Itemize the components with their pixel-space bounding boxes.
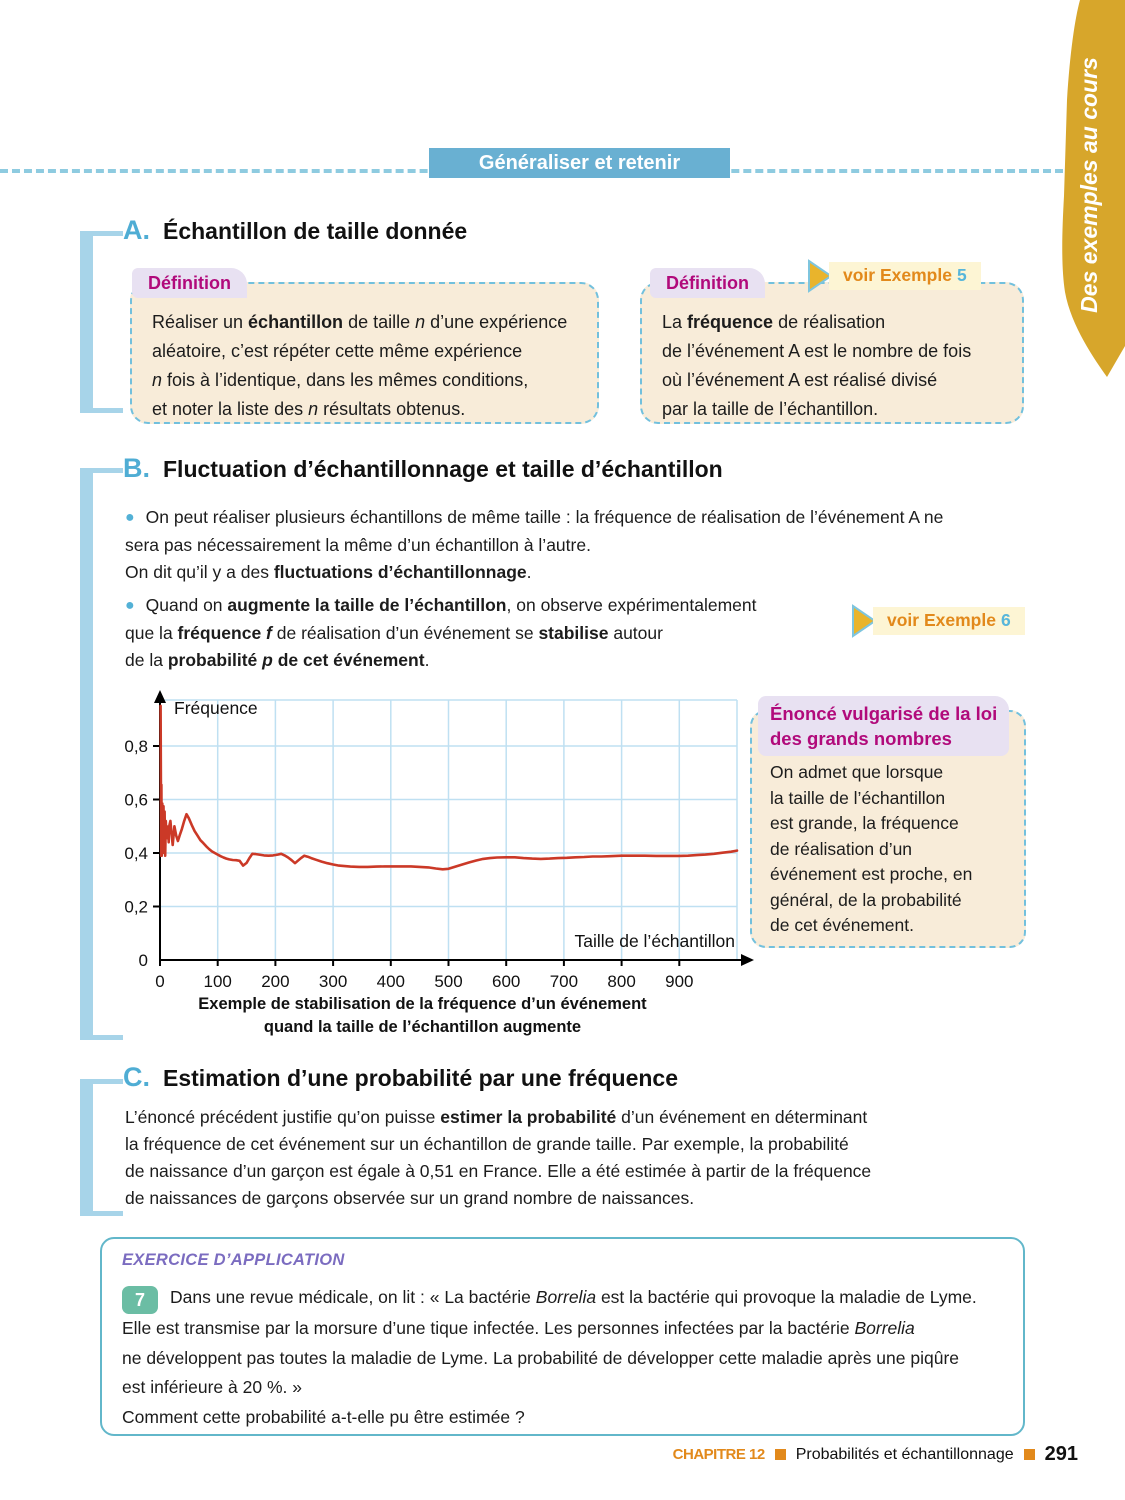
- section-a-title: Échantillon de taille donnée: [163, 218, 468, 244]
- svg-text:0,8: 0,8: [124, 737, 148, 756]
- paragraph-estimation: L’énoncé précédent justifie qu’on puisse…: [125, 1107, 872, 1208]
- svg-text:0: 0: [139, 951, 148, 970]
- page-footer: CHAPITRE 12 Probabilités et échantillonn…: [673, 1443, 1078, 1466]
- svg-text:500: 500: [434, 972, 462, 991]
- exercise-statement: Dans une revue médicale, on lit : « La b…: [122, 1287, 977, 1427]
- svg-text:900: 900: [665, 972, 693, 991]
- exercise-header: EXERCICE D’APPLICATION: [122, 1251, 345, 1269]
- svg-text:400: 400: [377, 972, 405, 991]
- bullet-icon: ●: [125, 597, 135, 614]
- law-of-large-numbers-box: Énoncé vulgarisé de la loi des grands no…: [750, 696, 1026, 948]
- section-c-bracket: [80, 1079, 123, 1216]
- section-c-heading: C. Estimation d’une probabilité par une …: [123, 1062, 678, 1093]
- svg-text:800: 800: [607, 972, 635, 991]
- definition-box-frequency: Définition La fréquence de réalisation de…: [640, 268, 1024, 424]
- see-example-5-badge: voir Exemple 5: [806, 258, 981, 294]
- bullet-icon: ●: [125, 509, 135, 526]
- section-b-letter: B.: [123, 453, 150, 483]
- exercise-text: 7 Dans une revue médicale, on lit : « La …: [122, 1283, 1017, 1432]
- chart-caption: Exemple de stabilisation de la fréquence…: [130, 993, 715, 1039]
- section-b-heading: B. Fluctuation d’échantillonnage et tail…: [123, 453, 723, 484]
- see-example-box: voir Exemple 5: [829, 262, 981, 290]
- section-a-heading: A. Échantillon de taille donnée: [123, 215, 467, 246]
- definition-text: Réaliser un échantillon de taille n d’un…: [152, 312, 568, 419]
- svg-text:0: 0: [155, 972, 164, 991]
- law-box-title: Énoncé vulgarisé de la loi des grands no…: [758, 696, 1010, 756]
- definition-label: Définition: [650, 268, 765, 298]
- definition-label: Définition: [132, 268, 247, 298]
- square-bullet-icon: [774, 1449, 786, 1460]
- svg-text:100: 100: [204, 972, 232, 991]
- svg-text:200: 200: [261, 972, 289, 991]
- definition-box-sample: Définition Réaliser un échantillon de ta…: [130, 268, 599, 424]
- chapter-label: CHAPITRE 12: [672, 1446, 766, 1463]
- svg-text:0,6: 0,6: [124, 791, 148, 810]
- arrow-right-icon: [852, 604, 877, 638]
- svg-text:Fréquence: Fréquence: [174, 698, 258, 718]
- chart-caption-line2: quand la taille de l’échantillon augment…: [263, 1018, 582, 1036]
- page-number: 291: [1044, 1443, 1078, 1465]
- paragraph-stabilisation: ● Quand on augmente la taille de l’échant…: [125, 592, 895, 674]
- section-a-letter: A.: [123, 215, 150, 245]
- section-a-bracket: [80, 231, 123, 413]
- section-b-title: Fluctuation d’échantillonnage et taille …: [163, 456, 723, 482]
- arrow-right-icon: [808, 259, 833, 293]
- exercise-number-badge: 7: [122, 1286, 158, 1314]
- svg-text:0,4: 0,4: [124, 844, 148, 863]
- page-banner: Généraliser et retenir: [429, 148, 730, 178]
- side-tab-label: Des exemples au cours: [1076, 57, 1102, 313]
- section-c-letter: C.: [123, 1062, 150, 1092]
- square-bullet-icon: [1023, 1449, 1035, 1460]
- law-box-text: On admet que lorsque la taille de l’échan…: [770, 762, 973, 935]
- svg-text:300: 300: [319, 972, 347, 991]
- svg-text:600: 600: [492, 972, 520, 991]
- chapter-title: Probabilités et échantillonnage: [795, 1445, 1014, 1463]
- svg-text:0,2: 0,2: [124, 898, 148, 917]
- paragraph-text: On peut réaliser plusieurs échantillons …: [125, 507, 944, 582]
- svg-text:700: 700: [550, 972, 578, 991]
- paragraph-text: Quand on augmente la taille de l’échanti…: [125, 595, 757, 670]
- section-b-bracket: [80, 468, 123, 1040]
- paragraph-fluctuation: ● On peut réaliser plusieurs échantillons…: [125, 504, 1040, 586]
- application-exercise-box: EXERCICE D’APPLICATION 7 Dans une revue m…: [100, 1237, 1025, 1436]
- section-c-title: Estimation d’une probabilité par une fré…: [163, 1065, 679, 1091]
- chart-caption-line1: Exemple de stabilisation de la fréquence…: [198, 995, 647, 1013]
- svg-text:Taille de l’échantillon: Taille de l’échantillon: [574, 931, 735, 951]
- definition-text: La fréquence de réalisation de l’événemen…: [662, 312, 972, 419]
- side-tab-ribbon: [1062, 0, 1125, 377]
- frequency-stabilisation-chart: 0 100 200 300 400 500 600 700 800 900 0,2 0,4 0,6 0,8…: [124, 690, 754, 991]
- see-example-6-badge: voir Exemple 6: [850, 603, 1025, 639]
- see-example-box: voir Exemple 6: [873, 607, 1025, 635]
